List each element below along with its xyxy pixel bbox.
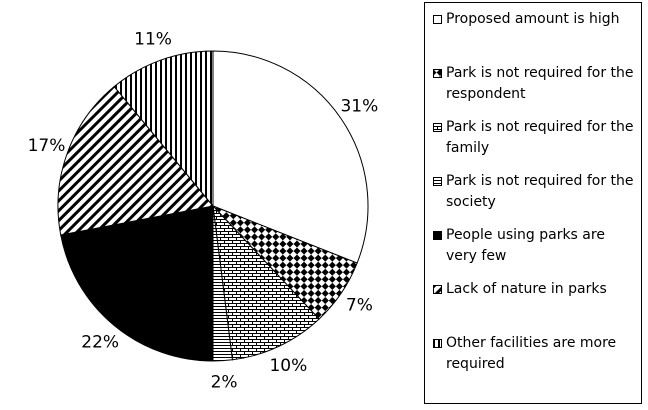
legend-item: Park is not required for the society	[433, 171, 635, 225]
legend-swatch	[433, 231, 442, 240]
data-label: 11%	[134, 29, 172, 49]
legend-label: Other facilities are more required	[446, 335, 617, 372]
legend-swatch	[433, 339, 442, 348]
data-label: 10%	[269, 356, 307, 376]
legend-swatch-box	[433, 231, 442, 240]
pie-chart: 31% 7% 10% 2% 22% 17% 11%	[28, 29, 379, 393]
legend-swatch-box	[433, 69, 442, 78]
legend-swatch-box	[433, 123, 442, 132]
data-label: 17%	[28, 136, 66, 156]
legend-label: Proposed amount is high	[446, 11, 620, 27]
legend-item: Park is not required for the respondent	[433, 63, 635, 117]
data-label: 7%	[346, 295, 373, 315]
pie-slice	[60, 205, 214, 362]
legend-label: Park is not required for the respondent	[446, 65, 634, 102]
legend-item: People using parks are very few	[433, 225, 635, 279]
legend-swatch-box	[433, 177, 442, 186]
legend-swatch	[433, 177, 442, 186]
legend-item: Other facilities are more required	[433, 333, 635, 387]
legend-swatch-box	[433, 15, 442, 24]
legend-label: Park is not required for the family	[446, 119, 634, 156]
legend-item: Lack of nature in parks	[433, 279, 635, 333]
legend-swatch-box	[433, 285, 442, 294]
legend-label: Park is not required for the society	[446, 173, 634, 210]
data-label: 22%	[81, 332, 119, 352]
legend-swatch	[433, 123, 442, 132]
legend-item: Park is not required for the family	[433, 117, 635, 171]
legend-label: People using parks are very few	[446, 227, 605, 264]
pie-slice	[57, 85, 214, 236]
pie-slice	[113, 50, 214, 208]
legend-swatch	[433, 15, 442, 24]
legend-swatch	[433, 285, 442, 294]
pie-slice	[212, 50, 369, 264]
legend: Proposed amount is high Park is not requi…	[424, 2, 642, 404]
legend-label: Lack of nature in parks	[446, 281, 607, 297]
data-label: 2%	[211, 373, 238, 393]
data-label: 31%	[340, 97, 378, 117]
legend-swatch-box	[433, 339, 442, 348]
pie-slice	[212, 204, 320, 361]
legend-swatch	[433, 69, 442, 78]
legend-item: Proposed amount is high	[433, 9, 635, 63]
